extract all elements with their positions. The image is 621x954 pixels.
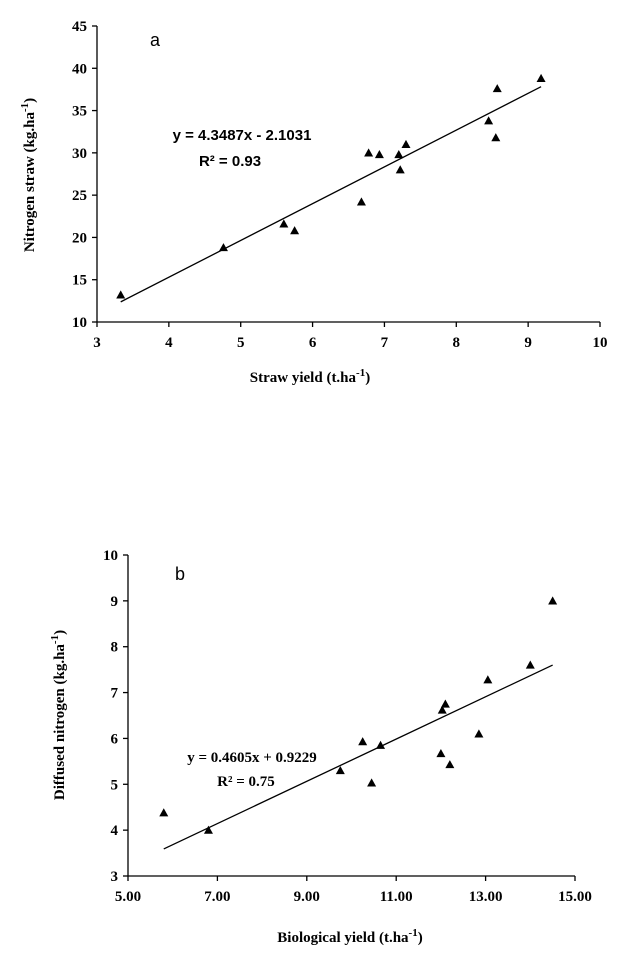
x-axis-label-part: ) — [418, 930, 423, 946]
point — [548, 596, 558, 605]
x-tick-label: 6 — [309, 335, 317, 351]
x-tick-label: 9.00 — [294, 889, 320, 905]
point — [356, 197, 366, 206]
point — [474, 729, 484, 738]
y-tick-label: 40 — [72, 61, 87, 77]
equation: y = 4.3487x - 2.1031 — [173, 127, 312, 144]
x-axis-label-part: -1 — [409, 927, 418, 939]
equation: y = 0.4605x + 0.9229 — [187, 750, 317, 766]
x-tick-label: 7.00 — [204, 889, 230, 905]
x-axis-label-part: -1 — [356, 367, 365, 379]
y-tick-label: 20 — [72, 230, 87, 246]
point — [218, 243, 228, 252]
y-tick-label: 30 — [72, 146, 87, 162]
y-tick-label: 3 — [111, 869, 119, 885]
x-tick-label: 4 — [165, 335, 173, 351]
point — [279, 219, 289, 228]
y-tick-label: 4 — [111, 823, 119, 839]
point — [395, 165, 405, 174]
point — [436, 749, 446, 758]
y-tick-label: 6 — [111, 731, 119, 747]
x-tick-label: 5 — [237, 335, 245, 351]
y-tick-label: 7 — [111, 686, 119, 702]
point — [445, 760, 455, 769]
y-tick-label: 8 — [111, 640, 119, 656]
point — [440, 699, 450, 708]
point — [437, 705, 447, 714]
x-tick-label: 15.00 — [558, 889, 592, 905]
equation: R² = 0.75 — [217, 774, 275, 790]
panel-label: b — [175, 564, 185, 584]
x-tick-label: 11.00 — [380, 889, 413, 905]
y-axis-label-part: Diffused nitrogen (kg.ha — [52, 644, 68, 800]
point — [484, 116, 494, 125]
y-axis-label-part: ) — [22, 98, 38, 103]
x-tick-label: 8 — [453, 335, 461, 351]
y-tick-label: 5 — [111, 777, 119, 793]
x-tick-label: 7 — [381, 335, 389, 351]
point — [483, 675, 493, 684]
y-axis-label-part: -1 — [19, 103, 31, 112]
point — [491, 133, 501, 142]
point — [290, 226, 300, 235]
y-axis-label-part: Nitrogen straw (kg.ha — [22, 112, 38, 253]
y-tick-label: 10 — [72, 315, 87, 331]
x-axis-label: Biological yield (t.ha-1) — [277, 927, 422, 946]
panel-label: a — [150, 30, 161, 50]
y-tick-label: 35 — [72, 104, 87, 120]
x-axis-label: Straw yield (t.ha-1) — [250, 367, 370, 386]
y-tick-label: 25 — [72, 188, 87, 204]
point — [159, 808, 169, 817]
x-axis-label-part: ) — [365, 370, 370, 386]
y-tick-label: 15 — [72, 273, 87, 289]
point — [394, 150, 404, 159]
y-tick-label: 10 — [103, 548, 118, 564]
x-tick-label: 3 — [93, 335, 101, 351]
point — [525, 660, 535, 669]
trendline — [163, 664, 553, 850]
point — [116, 290, 126, 299]
y-axis-label-part: ) — [52, 630, 68, 635]
y-axis-label: Diffused nitrogen (kg.ha-1) — [49, 630, 68, 800]
point — [376, 740, 386, 749]
x-axis-label-part: Straw yield (t.ha — [250, 370, 357, 386]
x-axis-label-part: Biological yield (t.ha — [277, 930, 409, 946]
point — [492, 84, 502, 93]
x-tick-label: 13.00 — [469, 889, 503, 905]
point — [358, 737, 368, 746]
x-tick-label: 5.00 — [115, 889, 141, 905]
point — [401, 139, 411, 148]
point — [335, 766, 345, 775]
point — [536, 73, 546, 83]
point — [203, 825, 213, 834]
y-axis-label-part: -1 — [49, 635, 61, 644]
x-tick-label: 9 — [524, 335, 532, 351]
trendline — [120, 86, 542, 303]
y-axis-label: Nitrogen straw (kg.ha-1) — [19, 98, 38, 252]
equation: R² = 0.93 — [199, 153, 261, 170]
y-tick-label: 9 — [111, 594, 119, 610]
y-tick-label: 45 — [72, 19, 87, 35]
point — [364, 148, 374, 157]
point — [367, 778, 377, 787]
x-tick-label: 10 — [593, 335, 608, 351]
point — [374, 150, 384, 159]
